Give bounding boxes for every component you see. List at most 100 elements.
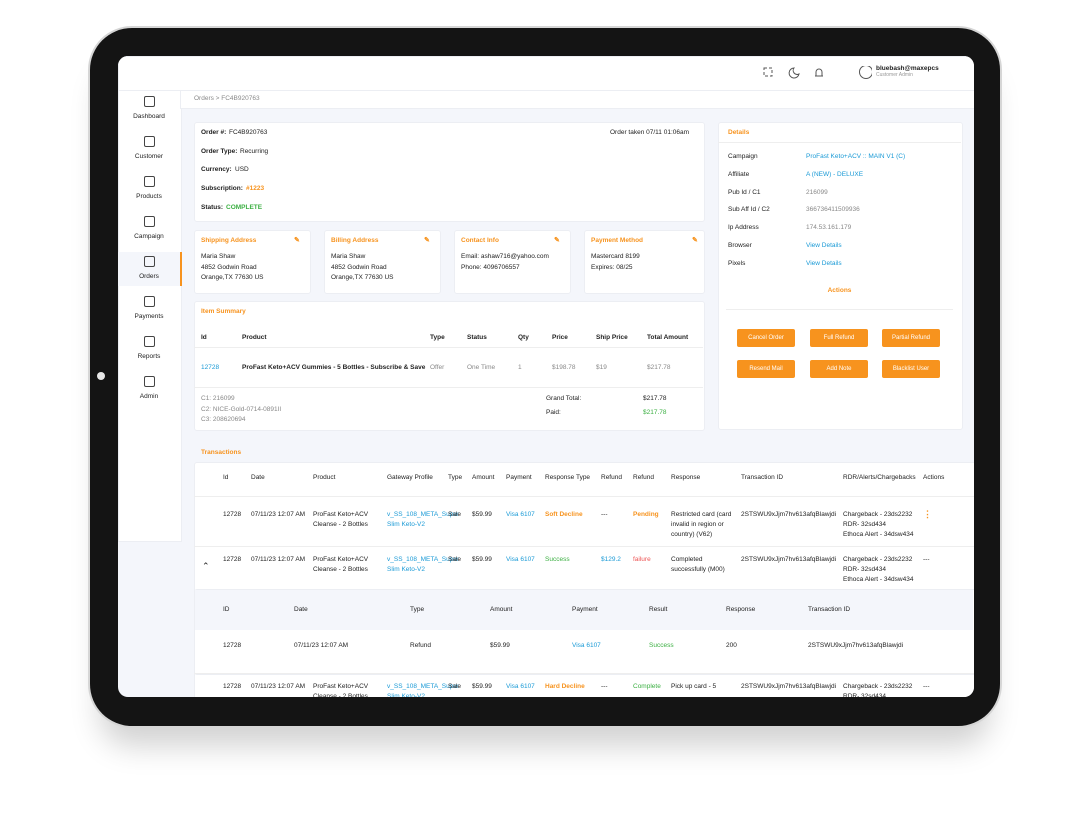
- sub-cell: $59.99: [490, 642, 510, 649]
- top-bar: [118, 56, 974, 92]
- nav-icon[interactable]: [144, 376, 155, 387]
- order-field-value: USD: [235, 166, 249, 174]
- sub-column-header: Type: [410, 606, 425, 613]
- cell: $59.99: [472, 683, 492, 690]
- nav-item[interactable]: Dashboard: [133, 113, 165, 120]
- cell: $129.2: [601, 556, 621, 563]
- card-title: Payment Method: [591, 237, 644, 244]
- code: C1: 216099: [201, 395, 235, 402]
- card-title: Shipping Address: [201, 237, 257, 244]
- nav-item[interactable]: Payments: [134, 313, 164, 320]
- nav-item[interactable]: Campaign: [134, 233, 164, 240]
- card-line: 4852 Godwin Road: [331, 263, 387, 271]
- nav-icon[interactable]: [144, 176, 155, 187]
- card-title: Contact Info: [461, 237, 499, 244]
- column-header: Gateway Profile: [387, 474, 433, 481]
- cell: ProFast Keto+ACV Cleanse - 2 Bottles: [313, 556, 369, 573]
- camera: [97, 372, 105, 380]
- order-field-label: Status:: [201, 203, 224, 211]
- code: C3: 208620694: [201, 416, 246, 423]
- action-button[interactable]: Resend Mail: [737, 360, 795, 378]
- sub-cell: 07/11/23 12:07 AM: [294, 642, 349, 649]
- nav-icon[interactable]: [144, 256, 155, 267]
- info-card: [194, 230, 311, 294]
- cell: Sale: [448, 556, 462, 563]
- nav-icon[interactable]: [144, 96, 155, 107]
- order-field-value: Recurring: [240, 147, 269, 155]
- info-card: [454, 230, 571, 294]
- cell: 07/11/23 12:07 AM: [251, 556, 306, 563]
- user-name: bluebash@maxepcs: [876, 65, 939, 72]
- detail-link[interactable]: View Details: [806, 242, 842, 249]
- total-label: Grand Total:: [546, 395, 582, 402]
- detail-label: Ip Address: [728, 224, 759, 232]
- action-button[interactable]: Add Note: [810, 360, 868, 378]
- cell: Visa 6107: [506, 683, 535, 690]
- order-taken: Order taken 07/11 01:06am: [610, 129, 690, 136]
- nav-item[interactable]: Orders: [139, 273, 159, 280]
- cell: Complete: [633, 683, 661, 690]
- nav-item[interactable]: Customer: [134, 153, 164, 160]
- item-summary-card: [194, 301, 705, 431]
- cell: Sale: [448, 683, 462, 690]
- nav-item[interactable]: Products: [136, 193, 162, 200]
- detail-link[interactable]: View Details: [806, 259, 842, 267]
- cell: Visa 6107: [506, 511, 535, 518]
- cell: One Time: [467, 364, 496, 371]
- order-field-label: Order Type:: [201, 147, 238, 155]
- card-line: Mastercard 8199: [591, 253, 640, 260]
- section-title: Item Summary: [201, 308, 246, 315]
- sub-column-header: Response: [726, 606, 756, 613]
- column-header: Id: [223, 474, 229, 481]
- cell: v_SS_108_META_Super Slim Keto-V2: [387, 683, 460, 697]
- section-title: Details: [728, 129, 750, 136]
- divider: [194, 673, 974, 674]
- action-button[interactable]: Partial Refund: [882, 329, 940, 347]
- cell: 2STSWU9xJjm7hv613afqBlawjdi: [741, 683, 837, 690]
- cell: 12728: [223, 556, 242, 563]
- nav-icon[interactable]: [144, 336, 155, 347]
- cell: v_SS_108_META_Super Slim Keto-V2: [387, 511, 460, 528]
- order-field-label: Subscription:: [201, 185, 243, 193]
- cell: ---: [601, 511, 608, 518]
- detail-value: 366736411509936: [806, 206, 860, 214]
- action-button[interactable]: Cancel Order: [737, 329, 795, 347]
- cell: 12728: [201, 364, 220, 371]
- detail-value: A (NEW) - DELUXE: [806, 170, 864, 178]
- column-header: Actions: [923, 474, 945, 481]
- card-line: 4852 Godwin Road: [201, 263, 257, 271]
- total-value: $217.78: [643, 408, 667, 416]
- divider: [718, 142, 961, 143]
- edit-icon: ✎: [692, 237, 698, 244]
- cell: Restricted card (card invalid in region …: [671, 511, 732, 538]
- cell: Hard Decline: [545, 683, 585, 690]
- details-card: [718, 122, 963, 430]
- column-header: Payment: [506, 474, 532, 481]
- nav-item[interactable]: Admin: [139, 393, 159, 400]
- nav-icon[interactable]: [144, 136, 155, 147]
- section-title: Transactions: [201, 449, 242, 456]
- order-field-value: #1223: [246, 185, 265, 193]
- card-line: Maria Shaw: [201, 253, 236, 260]
- total-label: Paid:: [546, 408, 561, 416]
- cell: Chargeback - 23ds2232 RDR- 32sd434: [843, 683, 913, 697]
- cell: ---: [923, 683, 930, 690]
- edit-icon: ✎: [424, 237, 430, 244]
- action-button[interactable]: Full Refund: [810, 329, 868, 347]
- nav-icon[interactable]: [144, 216, 155, 227]
- column-header: Amount: [472, 474, 495, 481]
- cell: 2STSWU9xJjm7hv613afqBlawjdi: [741, 511, 837, 518]
- action-button[interactable]: Blacklist User: [882, 360, 940, 378]
- order-card: [194, 122, 705, 222]
- nav-icon[interactable]: [144, 296, 155, 307]
- edit-icon: ✎: [554, 237, 560, 244]
- detail-label: Pixels: [728, 259, 746, 267]
- nav-item[interactable]: Reports: [137, 353, 161, 360]
- breadcrumb-bar: [180, 90, 974, 109]
- cell: ⋮: [923, 509, 932, 519]
- sub-cell: 200: [726, 642, 737, 649]
- column-header: Id: [201, 334, 207, 341]
- collapse-toggle: ⌃: [202, 561, 210, 571]
- sidebar: [118, 90, 182, 542]
